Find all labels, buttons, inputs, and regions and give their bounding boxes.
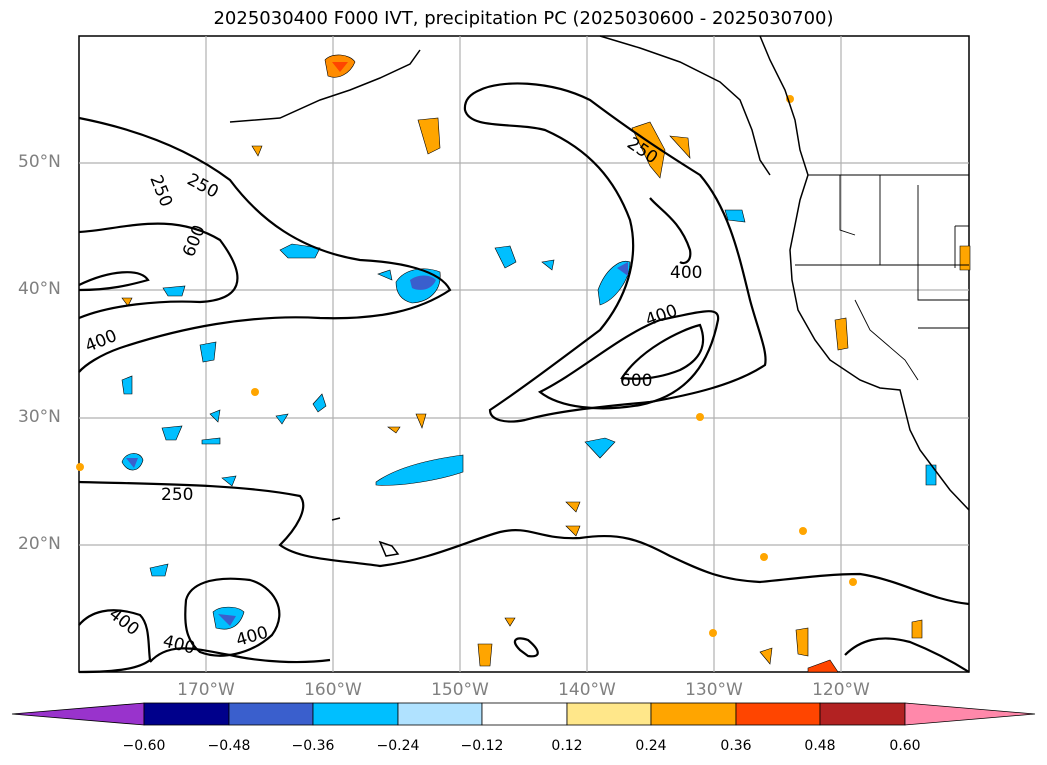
lon-label: 160°W (304, 680, 362, 700)
precip-blob-pos (849, 578, 857, 586)
precip-blob-neg (221, 475, 237, 487)
precip-blob-pos (332, 62, 348, 72)
map-frame (78, 35, 970, 673)
precip-blob-pos (477, 643, 493, 667)
colorbar-segment (735, 702, 821, 726)
colorbar-tick-label: −0.36 (291, 738, 335, 754)
precip-blob-pos (799, 527, 807, 535)
colorbar-tick-label: −0.12 (460, 738, 504, 754)
colorbar-tick-label: 0.48 (804, 738, 836, 754)
coastlines (229, 35, 970, 557)
gridlines (79, 36, 969, 672)
precip-blob-neg (925, 464, 937, 486)
colorbar-tick-label: −0.60 (122, 738, 166, 754)
colorbar-segment (312, 702, 399, 726)
colorbar-segment (143, 702, 230, 726)
precip-blob-pos (417, 117, 441, 155)
precip-blob-neg (149, 563, 169, 577)
lon-label: 170°W (177, 680, 235, 700)
colorbar-segment (819, 702, 906, 726)
lat-label: 30°N (18, 407, 61, 427)
precip-blob-pos (565, 525, 581, 537)
precip-blob-pos (959, 245, 971, 271)
precip-blob-neg (279, 243, 321, 259)
precip-blob-pos (795, 627, 809, 657)
colorbar-segment (228, 702, 314, 726)
precip-blob-neg (377, 269, 393, 281)
lon-label: 140°W (558, 680, 616, 700)
precip-blob-pos (911, 619, 923, 639)
colorbar-tick-label: −0.24 (376, 738, 420, 754)
precip-blob-pos (669, 135, 691, 159)
contour-label: 250 (161, 485, 193, 505)
precip-blob-pos (807, 659, 839, 673)
precip-blob-pos (759, 647, 773, 665)
lat-label: 50°N (18, 152, 61, 172)
precip-blob-neg (201, 437, 221, 445)
colorbar-segment (481, 702, 568, 726)
colorbar-tick-label: 0.36 (720, 738, 752, 754)
precip-blob-neg (410, 275, 436, 290)
precip-blob-neg (494, 245, 517, 269)
precip-blobs (76, 54, 971, 673)
precip-blob-neg (312, 393, 327, 413)
precip-blob-pos (387, 426, 401, 434)
colorbar-tick-label: −0.48 (207, 738, 251, 754)
precip-blob-neg (275, 413, 289, 425)
colorbar-segment (904, 702, 1036, 726)
precip-blob-pos (760, 553, 768, 561)
colorbar-segment (11, 702, 145, 726)
precip-blob-pos (251, 388, 259, 396)
precip-blob-neg (218, 614, 236, 626)
precip-blob-neg (126, 458, 138, 468)
colorbar-segment (650, 702, 737, 726)
precip-blob-neg (161, 425, 183, 441)
precip-blob-neg (617, 262, 628, 276)
precip-blob-pos (834, 317, 849, 351)
state-borders (795, 174, 969, 381)
precip-blob-neg (584, 437, 616, 459)
colorbar-segment (566, 702, 652, 726)
colorbar-tick-label: 0.24 (635, 738, 667, 754)
lat-label: 40°N (18, 279, 61, 299)
precip-blob-pos (696, 413, 704, 421)
colorbar-tick-label: 0.60 (889, 738, 921, 754)
precip-blob-neg (541, 259, 555, 271)
precip-blob-neg (199, 341, 217, 363)
precip-blob-pos (415, 413, 427, 429)
precip-blob-neg (724, 209, 746, 223)
precip-blob-neg (209, 409, 221, 423)
precip-blob-neg (121, 375, 133, 395)
precip-blob-neg (375, 454, 464, 486)
precip-blob-pos (251, 145, 263, 157)
map-title: 2025030400 F000 IVT, precipitation PC (2… (213, 8, 834, 29)
colorbar (11, 702, 1036, 726)
colorbar-segment (397, 702, 483, 726)
precip-blob-pos (121, 297, 133, 307)
lat-label: 20°N (18, 534, 61, 554)
contour-label: 400 (670, 263, 702, 283)
lon-label: 130°W (685, 680, 743, 700)
precip-blob-pos (504, 617, 516, 627)
lon-label: 120°W (812, 680, 870, 700)
contour-label: 600 (620, 371, 652, 391)
precip-blob-pos (76, 463, 84, 471)
precip-blob-neg (162, 285, 186, 297)
colorbar-tick-label: 0.12 (551, 738, 583, 754)
precip-blob-pos (565, 501, 581, 513)
ivt-contours (78, 82, 970, 674)
lon-label: 150°W (431, 680, 489, 700)
precip-blob-pos (709, 629, 717, 637)
precip-blob-neg (597, 260, 631, 306)
